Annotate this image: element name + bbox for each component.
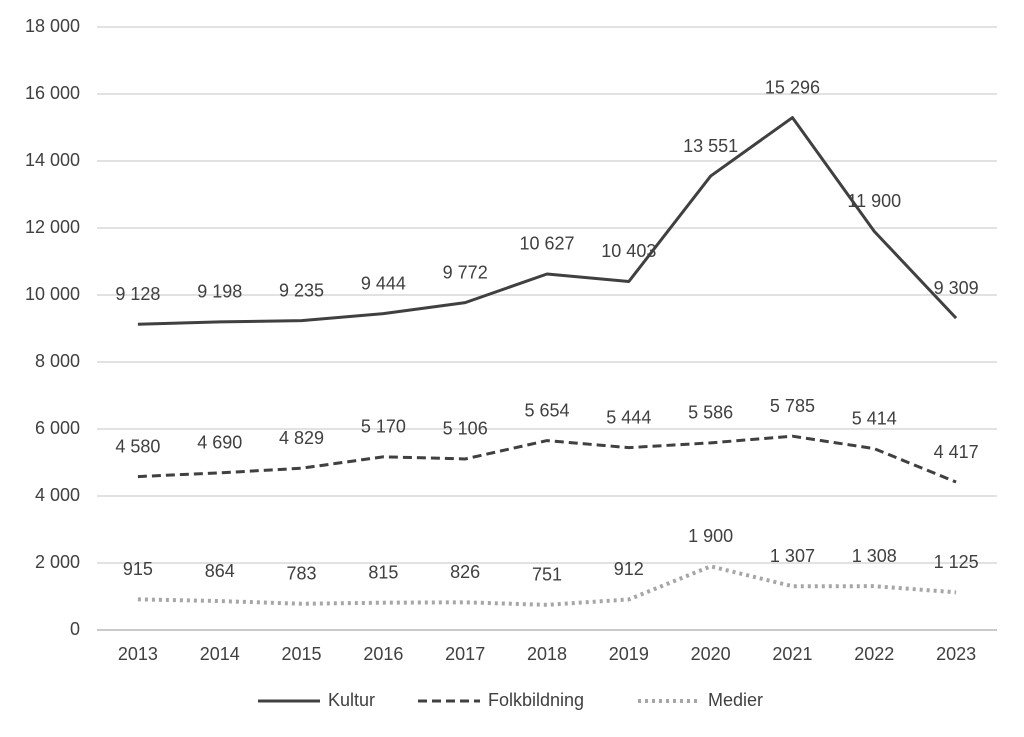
data-label: 864 [205,561,235,581]
x-tick-label: 2021 [772,644,812,664]
data-label: 1 307 [770,546,815,566]
x-tick-label: 2023 [936,644,976,664]
x-tick-label: 2019 [609,644,649,664]
data-label: 826 [450,562,480,582]
data-label: 5 106 [443,419,488,439]
y-tick-label: 6 000 [35,418,80,438]
data-label: 5 654 [524,400,569,420]
data-label: 4 829 [279,428,324,448]
x-tick-label: 2020 [691,644,731,664]
y-tick-label: 10 000 [25,284,80,304]
data-label: 10 627 [519,234,574,254]
y-tick-label: 4 000 [35,485,80,505]
data-label: 5 414 [852,408,897,428]
x-tick-label: 2016 [363,644,403,664]
y-tick-label: 12 000 [25,217,80,237]
x-tick-label: 2014 [200,644,240,664]
x-tick-label: 2018 [527,644,567,664]
data-label: 9 309 [934,278,979,298]
data-label: 5 586 [688,403,733,423]
data-label: 4 690 [197,433,242,453]
y-tick-label: 0 [70,619,80,639]
data-label: 783 [287,564,317,584]
data-label: 15 296 [765,77,820,97]
y-tick-label: 16 000 [25,83,80,103]
legend-label: Kultur [328,690,375,710]
x-tick-label: 2013 [118,644,158,664]
data-label: 9 444 [361,273,406,293]
legend-label: Folkbildning [488,690,584,710]
series-line [137,116,958,326]
data-label: 815 [368,562,398,582]
data-label: 9 198 [197,282,242,302]
data-label: 5 444 [606,407,651,427]
data-label: 9 128 [115,284,160,304]
data-label: 11 900 [847,191,901,211]
data-label: 1 308 [852,546,897,566]
data-label: 9 772 [443,262,488,282]
series-line [137,434,957,484]
x-tick-label: 2022 [854,644,894,664]
y-tick-label: 14 000 [25,150,80,170]
data-label: 912 [614,559,644,579]
data-label: 1 125 [934,552,979,572]
data-label: 9 235 [279,280,324,300]
y-tick-label: 18 000 [25,16,80,36]
data-label: 13 551 [683,136,738,156]
data-label: 10 403 [601,241,656,261]
data-label: 751 [532,565,562,585]
legend-label: Medier [708,690,763,710]
y-tick-label: 2 000 [35,552,80,572]
data-label: 4 417 [934,442,979,462]
data-label: 915 [123,559,153,579]
data-label: 5 170 [361,417,406,437]
x-tick-label: 2015 [282,644,322,664]
y-tick-label: 8 000 [35,351,80,371]
data-label: 1 900 [688,526,733,546]
x-tick-label: 2017 [445,644,485,664]
data-label: 4 580 [115,436,160,456]
data-label: 5 785 [770,396,815,416]
